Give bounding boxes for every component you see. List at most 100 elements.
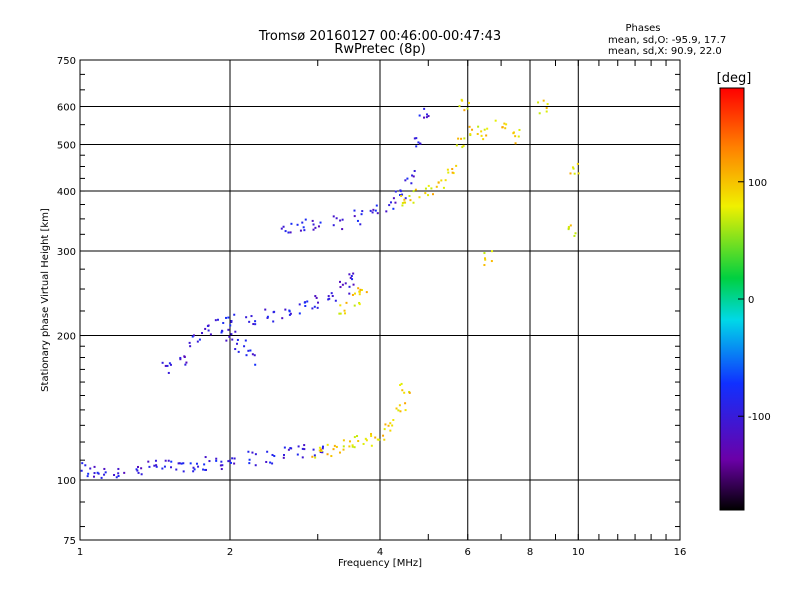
data-point [374, 209, 377, 212]
y-tick-label: 500 [57, 141, 76, 152]
data-point [413, 169, 416, 172]
data-point [463, 137, 466, 140]
data-point [266, 315, 269, 318]
data-point [574, 232, 577, 235]
data-point [542, 99, 545, 102]
data-point [399, 189, 402, 192]
data-point [394, 201, 397, 204]
data-point [503, 122, 506, 125]
data-point [427, 184, 430, 187]
data-point [484, 258, 487, 261]
data-point [163, 465, 166, 468]
data-point [103, 467, 106, 470]
data-point [398, 404, 401, 407]
data-point [196, 340, 199, 343]
data-point [395, 407, 398, 410]
data-point [317, 225, 320, 228]
data-point [408, 391, 411, 394]
data-point [304, 304, 307, 307]
data-point [208, 460, 211, 463]
data-point [264, 308, 267, 311]
data-point [179, 356, 182, 359]
data-point [491, 250, 494, 253]
data-point [468, 125, 471, 128]
info-line-x: mean, sd,X: 90.9, 22.0 [608, 46, 722, 57]
data-point [301, 221, 304, 224]
data-point [227, 460, 230, 463]
data-point [233, 313, 236, 316]
data-point [273, 455, 276, 458]
data-point [567, 228, 570, 231]
data-point [356, 435, 359, 438]
colorbar-tick-label: 0 [748, 295, 754, 306]
data-point [383, 428, 386, 431]
data-point [426, 113, 429, 116]
data-point [537, 101, 540, 104]
data-point [425, 116, 428, 119]
data-point [266, 316, 269, 319]
data-point [312, 223, 315, 226]
data-point [289, 447, 292, 450]
data-point [248, 320, 251, 323]
data-point [415, 145, 418, 148]
data-point [250, 315, 253, 318]
data-point [365, 439, 368, 442]
data-point [389, 429, 392, 432]
data-point [505, 123, 508, 126]
data-point [316, 306, 319, 309]
data-point [446, 168, 449, 171]
data-point [136, 469, 139, 472]
data-point [374, 436, 377, 439]
data-point [311, 219, 314, 222]
data-point [401, 204, 404, 207]
data-point [169, 363, 172, 366]
data-point [358, 293, 361, 296]
data-point [297, 445, 300, 448]
data-point [140, 467, 143, 470]
data-point [197, 465, 200, 468]
data-point [100, 476, 103, 479]
data-point [404, 409, 407, 412]
data-point [287, 448, 290, 451]
data-point [490, 260, 493, 263]
data-point [576, 162, 579, 165]
data-point [338, 280, 341, 283]
data-point [113, 473, 116, 476]
data-point [266, 450, 269, 453]
data-point [440, 179, 443, 182]
x-tick-label: 2 [227, 547, 233, 558]
data-point [327, 295, 330, 298]
data-point [177, 462, 180, 465]
data-point [312, 228, 315, 231]
data-point [312, 448, 315, 451]
chart-subtitle: RwPretec (8p) [334, 42, 425, 57]
data-point [378, 438, 381, 441]
data-point [96, 471, 99, 474]
data-point [424, 192, 427, 195]
data-point [282, 456, 285, 459]
data-point [352, 272, 355, 275]
data-point [184, 363, 187, 366]
data-point [331, 294, 334, 297]
data-point [147, 460, 150, 463]
x-tick-label: 4 [377, 547, 383, 558]
data-point [392, 197, 395, 200]
data-point [458, 105, 461, 108]
data-point [486, 127, 489, 130]
data-point [442, 186, 445, 189]
data-point [351, 445, 354, 448]
colorbar-tick-label: 100 [748, 178, 767, 189]
x-tick-label: 10 [572, 547, 585, 558]
data-point [254, 320, 257, 323]
data-point [447, 171, 450, 174]
data-point [104, 471, 107, 474]
data-point [330, 292, 333, 295]
data-point [339, 304, 342, 307]
data-point [164, 364, 167, 367]
data-point [430, 187, 433, 190]
data-point [343, 309, 346, 312]
data-point [228, 335, 231, 338]
data-point [164, 459, 167, 462]
data-point [92, 475, 95, 478]
data-point [404, 402, 407, 405]
